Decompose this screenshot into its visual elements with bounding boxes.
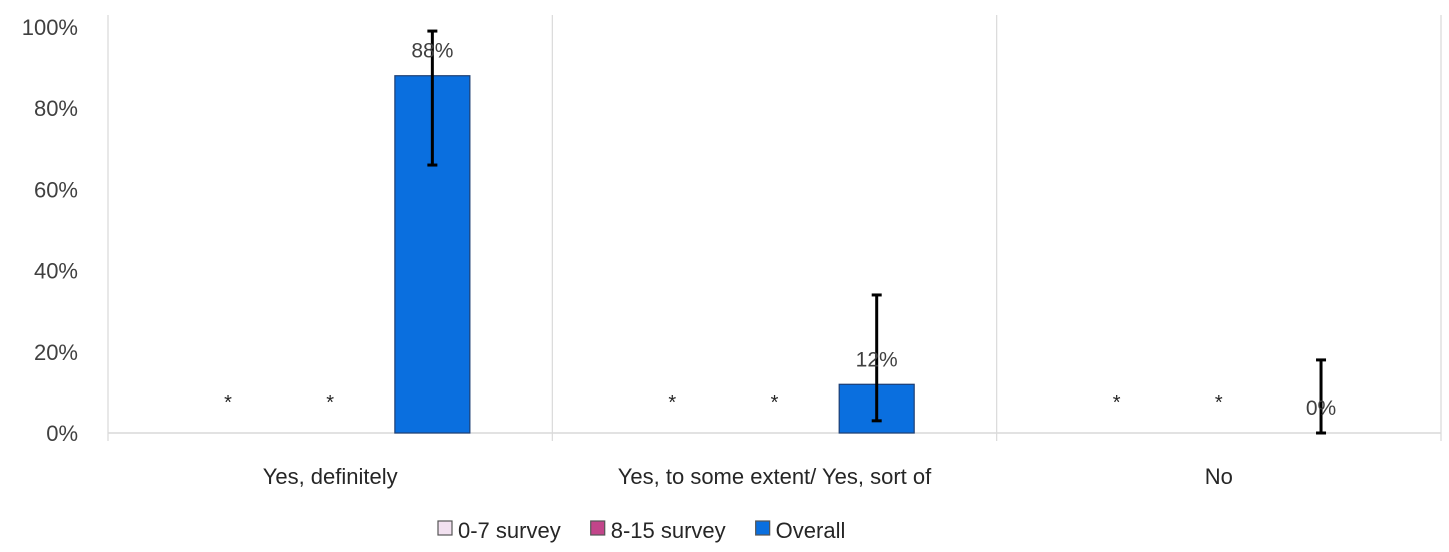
y-tick-label: 60%	[34, 177, 78, 202]
legend-label: 8-15 survey	[611, 518, 726, 543]
x-category-label: Yes, to some extent/ Yes, sort of	[618, 464, 932, 489]
y-tick-label: 100%	[22, 15, 78, 40]
suppressed-value-marker: *	[771, 392, 779, 414]
y-tick-label: 20%	[34, 340, 78, 365]
data-label: 12%	[856, 348, 898, 371]
error-bars	[427, 29, 1327, 435]
suppressed-value-marker: *	[668, 392, 676, 414]
y-tick-label: 80%	[34, 96, 78, 121]
legend-swatch	[590, 520, 606, 536]
legend-swatch	[755, 520, 771, 536]
legend-label: 0-7 survey	[458, 518, 561, 543]
bars	[394, 75, 915, 434]
y-axis-tick-labels: 0% 20% 40% 60% 80% 100%	[22, 15, 78, 446]
data-label: 0%	[1306, 397, 1336, 420]
grid-lines	[107, 15, 1442, 441]
y-tick-label: 0%	[46, 421, 78, 446]
data-label: 88%	[411, 40, 453, 63]
x-axis-category-labels: Yes, definitely Yes, to some extent/ Yes,…	[263, 464, 1233, 489]
suppressed-value-marker: *	[1113, 392, 1121, 414]
suppressed-value-marker: *	[1215, 392, 1223, 414]
suppressed-value-marker: *	[326, 392, 334, 414]
x-category-label: Yes, definitely	[263, 464, 398, 489]
legend-swatch	[437, 520, 453, 536]
legend: 0-7 survey 8-15 survey Overall	[437, 518, 846, 543]
x-category-label: No	[1205, 464, 1233, 489]
legend-label: Overall	[776, 518, 846, 543]
data-labels: * * 88% * * 12% * * 0%	[224, 40, 1336, 420]
suppressed-value-marker: *	[224, 392, 232, 414]
y-tick-label: 40%	[34, 259, 78, 284]
